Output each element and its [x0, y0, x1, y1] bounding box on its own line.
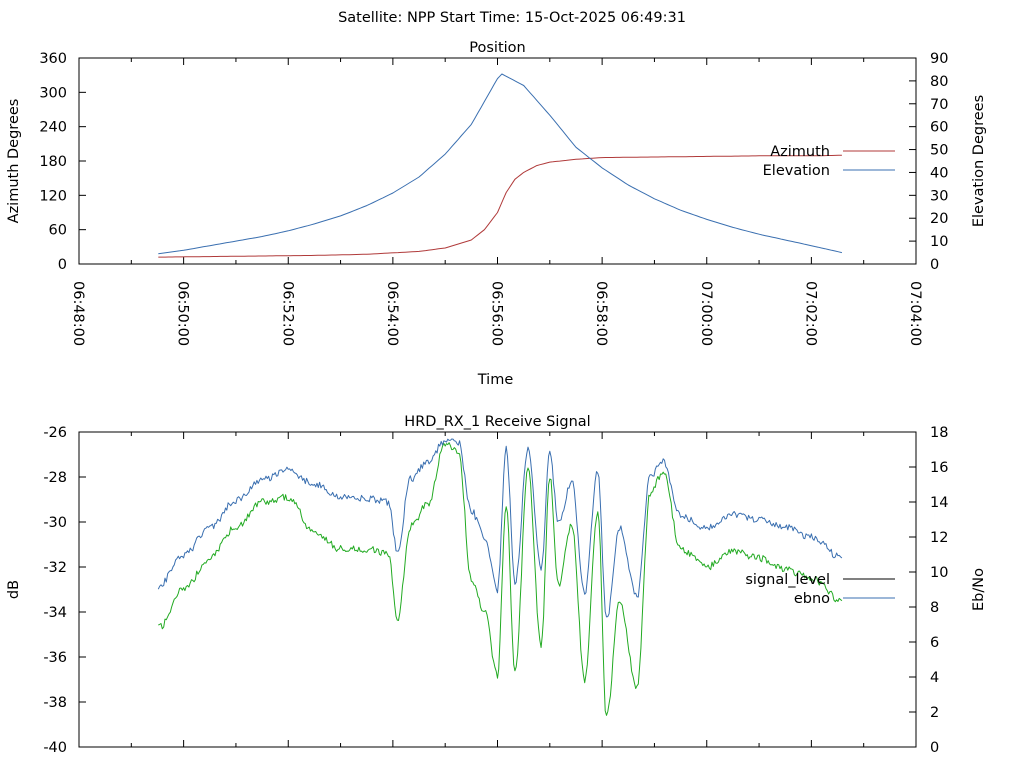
y-tick-label: 0	[58, 257, 67, 273]
legend-label-signal_level: signal_level	[745, 572, 830, 588]
y2-tick-label: 4	[930, 670, 939, 686]
y2-axis-label: Elevation Degrees	[971, 95, 987, 227]
y2-tick-label: 90	[930, 51, 948, 67]
x-tick-label: 06:52:00	[279, 281, 295, 346]
legend-label-Azimuth: Azimuth	[770, 144, 830, 160]
y-axis-label: Azimuth Degrees	[6, 99, 22, 224]
y2-tick-label: 8	[930, 600, 939, 616]
y-tick-label: -34	[43, 605, 67, 621]
y-tick-label: -30	[43, 515, 67, 531]
y-tick-label: -28	[43, 470, 67, 486]
x-tick-label: 06:50:00	[175, 281, 191, 346]
x-axis-label: Time	[477, 372, 514, 388]
y2-tick-label: 0	[930, 740, 939, 756]
x-tick-label: 06:54:00	[384, 281, 400, 346]
y-tick-label: -36	[43, 650, 67, 666]
y2-tick-label: 50	[930, 143, 948, 159]
y2-tick-label: 14	[930, 495, 948, 511]
legend-label-Elevation: Elevation	[763, 163, 830, 179]
y2-tick-label: 2	[930, 705, 939, 721]
position-chart: Position 0 60 120 180 240 300 360 0 10 20 30 40 50 60 7…	[6, 40, 987, 388]
x-tick-label: 06:56:00	[489, 281, 505, 346]
y-tick-label: -32	[43, 560, 67, 576]
series-line-ebno	[157, 438, 843, 618]
y2-tick-label: 60	[930, 120, 948, 136]
x-tick-label: 06:48:00	[70, 281, 86, 346]
y2-tick-label: 20	[930, 211, 948, 227]
series-line-Azimuth	[158, 154, 842, 258]
y2-axis-label: Eb/No	[971, 568, 987, 611]
y2-tick-label: 40	[930, 165, 948, 181]
y2-tick-label: 30	[930, 188, 948, 204]
y-axis-label: dB	[6, 580, 22, 599]
y-tick-label: 60	[49, 223, 67, 239]
x-tick-label: 07:04:00	[907, 281, 923, 346]
y2-tick-label: 70	[930, 97, 948, 113]
receive-signal-chart: HRD_RX_1 Receive Signal -40 -38 -36 -34 -32 -3…	[6, 414, 987, 756]
legend-label-ebno: ebno	[794, 591, 830, 607]
y2-tick-label: 18	[930, 425, 948, 441]
chart-title: HRD_RX_1 Receive Signal	[404, 414, 590, 430]
y2-tick-label: 0	[930, 257, 939, 273]
y-tick-label: 120	[39, 188, 67, 204]
y-tick-label: -40	[43, 740, 67, 756]
y2-tick-label: 10	[930, 565, 948, 581]
x-tick-label: 07:00:00	[698, 281, 714, 346]
x-tick-label: 07:02:00	[802, 281, 818, 346]
y2-tick-label: 80	[930, 74, 948, 90]
chart-title: Position	[469, 40, 525, 56]
series-line-signal_level	[158, 442, 843, 716]
series-line-Elevation	[158, 73, 843, 255]
plot-frame	[78, 57, 917, 265]
y-tick-label: 360	[39, 51, 67, 67]
y-tick-label: 180	[39, 154, 67, 170]
y-tick-label: -26	[43, 425, 67, 441]
y-tick-label: -38	[43, 695, 67, 711]
y2-tick-label: 12	[930, 530, 948, 546]
header-text: Satellite: NPP Start Time: 15-Oct-2025 0…	[338, 10, 686, 26]
y2-tick-label: 10	[930, 234, 948, 250]
y2-tick-label: 6	[930, 635, 939, 651]
y-tick-label: 240	[39, 120, 67, 136]
y-tick-label: 300	[39, 85, 67, 101]
y2-tick-label: 16	[930, 460, 948, 476]
x-tick-label: 06:58:00	[593, 281, 609, 346]
